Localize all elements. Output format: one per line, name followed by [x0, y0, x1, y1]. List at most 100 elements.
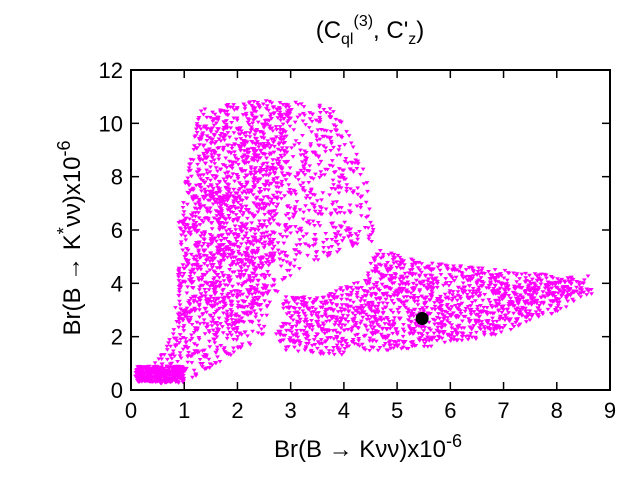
scatter-point [264, 305, 270, 309]
scatter-point [169, 369, 174, 374]
scatter-point [358, 203, 364, 207]
scatter-point [313, 334, 319, 339]
scatter-point [198, 361, 203, 366]
scatter-point [199, 189, 204, 194]
scatter-point [170, 366, 176, 371]
scatter-point [284, 150, 290, 155]
scatter-point [330, 295, 336, 300]
scatter-point [207, 362, 213, 367]
scatter-point [213, 200, 219, 205]
scatter-point [312, 206, 317, 210]
scatter-point [344, 297, 350, 302]
scatter-point [357, 344, 362, 348]
scatter-point [225, 143, 231, 148]
scatter-point [264, 118, 270, 123]
scatter-point [203, 291, 209, 295]
scatter-point [292, 345, 297, 350]
scatter-point [144, 369, 150, 374]
scatter-point [247, 135, 253, 139]
scatter-point [262, 219, 267, 223]
scatter-point [307, 297, 313, 301]
scatter-point [258, 142, 264, 146]
scatter-point [355, 281, 361, 285]
scatter-point [223, 185, 229, 190]
scatter-point [328, 299, 334, 303]
scatter-point [396, 311, 402, 315]
scatter-point [185, 346, 191, 350]
scatter-point [226, 205, 232, 210]
scatter-point [248, 165, 254, 169]
scatter-point [268, 200, 274, 204]
scatter-point [214, 284, 220, 289]
scatter-point [272, 251, 278, 256]
scatter-point [256, 228, 261, 233]
scatter-point [342, 220, 348, 225]
scatter-point [313, 298, 319, 303]
scatter-point [438, 294, 443, 299]
scatter-point [233, 206, 239, 211]
scatter-point [523, 309, 529, 314]
scatter-point [232, 327, 237, 331]
scatter-point [277, 191, 283, 195]
scatter-point [261, 246, 267, 250]
scatter-point [272, 144, 277, 149]
scatter-point [387, 327, 393, 331]
scatter-point [263, 99, 269, 103]
scatter-point [565, 290, 570, 294]
scatter-point [285, 212, 291, 216]
scatter-point [220, 256, 226, 260]
scatter-point [253, 129, 259, 134]
scatter-point [149, 369, 154, 373]
scatter-point [292, 120, 298, 125]
scatter-point [212, 152, 218, 156]
scatter-point [489, 290, 495, 294]
scatter-points [133, 99, 594, 386]
scatter-point [191, 368, 197, 373]
scatter-point [248, 188, 254, 193]
scatter-point [241, 274, 247, 278]
scatter-point [346, 344, 352, 349]
scatter-point [183, 180, 189, 184]
scatter-point [331, 292, 337, 297]
scatter-point [373, 331, 378, 336]
scatter-point [206, 339, 212, 344]
scatter-point [549, 300, 555, 304]
scatter-point [242, 305, 248, 310]
scatter-point [429, 291, 435, 296]
scatter-point [341, 307, 347, 312]
scatter-point [336, 148, 342, 152]
scatter-point [562, 288, 568, 293]
scatter-point [210, 304, 216, 309]
scatter-point [243, 208, 249, 212]
scatter-point [365, 189, 370, 194]
scatter-point [230, 252, 236, 256]
scatter-point [374, 284, 379, 289]
scatter-point [191, 271, 197, 276]
scatter-point [465, 337, 471, 342]
scatter-point [348, 160, 354, 165]
scatter-point [249, 255, 255, 260]
scatter-point [468, 319, 473, 323]
scatter-point [502, 268, 508, 273]
scatter-point [254, 195, 260, 200]
scatter-point [176, 221, 182, 225]
scatter-point [182, 255, 188, 259]
scatter-point [277, 332, 283, 336]
scatter-point [426, 320, 432, 325]
scatter-point [177, 287, 182, 292]
x-tick-label: 2 [231, 398, 243, 423]
scatter-point [451, 264, 456, 269]
scatter-point [223, 229, 229, 233]
scatter-point [197, 143, 202, 147]
scatter-point [374, 252, 380, 257]
scatter-point [289, 330, 295, 335]
scatter-point [481, 331, 487, 335]
scatter-point [333, 328, 338, 333]
scatter-point [227, 268, 232, 272]
scatter-point [253, 273, 259, 278]
scatter-point [189, 333, 194, 338]
scatter-point [220, 325, 225, 329]
scatter-point [522, 291, 528, 296]
scatter-point [300, 234, 306, 239]
scatter-point [239, 342, 245, 347]
